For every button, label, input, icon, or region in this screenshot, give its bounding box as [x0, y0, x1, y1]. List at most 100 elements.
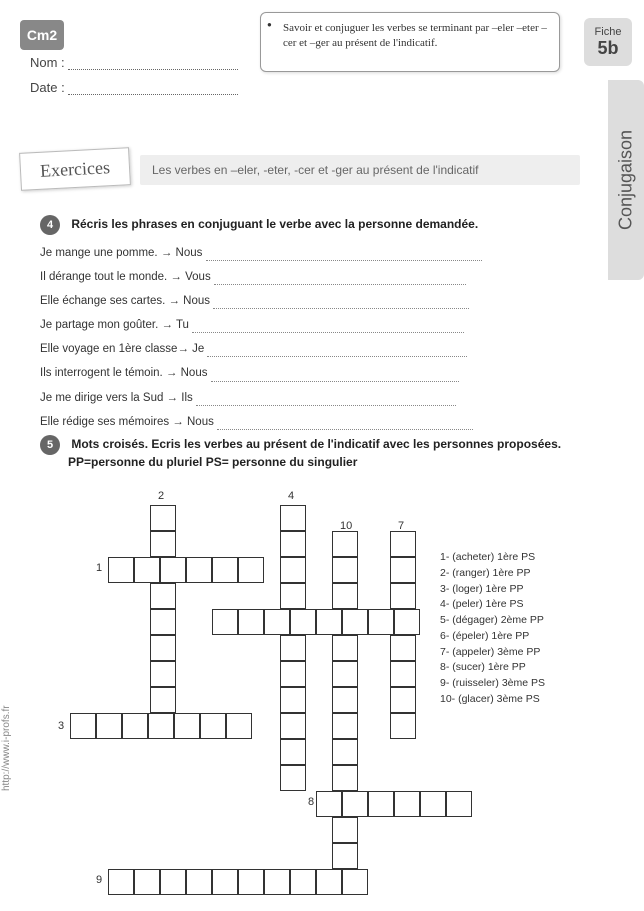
crossword-cell[interactable]	[280, 505, 306, 531]
crossword-cell[interactable]	[160, 869, 186, 895]
crossword-cell[interactable]	[280, 635, 306, 661]
crossword-cell[interactable]	[122, 713, 148, 739]
grade-badge: Cm2	[20, 20, 64, 50]
crossword-cell[interactable]	[280, 687, 306, 713]
crossword-cell[interactable]	[150, 531, 176, 557]
crossword-cell[interactable]	[108, 557, 134, 583]
crossword-cell[interactable]	[280, 557, 306, 583]
crossword-cell[interactable]	[332, 635, 358, 661]
crossword-cell[interactable]	[238, 609, 264, 635]
crossword-cell[interactable]	[394, 609, 420, 635]
ex4-blank[interactable]	[196, 395, 456, 406]
ex4-blank[interactable]	[211, 371, 459, 382]
date-blank[interactable]	[68, 83, 238, 95]
crossword-cell[interactable]	[150, 609, 176, 635]
ex4-line: Elle rédige ses mémoires → Nous	[40, 414, 590, 430]
crossword-cell[interactable]	[280, 661, 306, 687]
crossword-cell[interactable]	[390, 583, 416, 609]
ex4-prompt: Elle rédige ses mémoires → Nous	[40, 416, 217, 428]
crossword-cell[interactable]	[186, 557, 212, 583]
crossword-cell[interactable]	[332, 687, 358, 713]
crossword-number: 1	[96, 562, 102, 574]
crossword-cell[interactable]	[332, 661, 358, 687]
crossword-cell[interactable]	[150, 505, 176, 531]
crossword-cell[interactable]	[368, 791, 394, 817]
crossword-cell[interactable]	[332, 531, 358, 557]
crossword-cell[interactable]	[368, 609, 394, 635]
crossword-cell[interactable]	[150, 661, 176, 687]
clue-item: 5- (dégager) 2ème PP	[440, 613, 545, 629]
crossword-cell[interactable]	[332, 557, 358, 583]
crossword-cell[interactable]	[150, 635, 176, 661]
crossword-cell[interactable]	[264, 609, 290, 635]
crossword-cell[interactable]	[174, 713, 200, 739]
crossword-cell[interactable]	[332, 817, 358, 843]
crossword-cell[interactable]	[390, 635, 416, 661]
crossword-cell[interactable]	[96, 713, 122, 739]
ex4-blank[interactable]	[206, 250, 482, 261]
crossword-cell[interactable]	[160, 557, 186, 583]
crossword-cell[interactable]	[280, 713, 306, 739]
ex4-blank[interactable]	[207, 346, 467, 357]
crossword-cell[interactable]	[332, 765, 358, 791]
ex5-heading: 5 Mots croisés. Ecris les verbes au prés…	[40, 435, 610, 471]
ex4-blank[interactable]	[192, 322, 464, 333]
crossword-cell[interactable]	[134, 557, 160, 583]
clue-item: 2- (ranger) 1ère PP	[440, 566, 545, 582]
crossword-cell[interactable]	[186, 869, 212, 895]
crossword-cell[interactable]	[280, 765, 306, 791]
crossword-number: 9	[96, 874, 102, 886]
ex4-blank[interactable]	[213, 298, 469, 309]
crossword-cell[interactable]	[332, 583, 358, 609]
crossword-cell[interactable]	[390, 661, 416, 687]
crossword-cell[interactable]	[212, 609, 238, 635]
crossword-cell[interactable]	[394, 791, 420, 817]
name-blank[interactable]	[68, 58, 238, 70]
ex4-line: Il dérange tout le monde. → Vous	[40, 269, 590, 285]
crossword-cell[interactable]	[332, 739, 358, 765]
ex4-number: 4	[40, 215, 60, 235]
crossword-cell[interactable]	[390, 687, 416, 713]
crossword-cell[interactable]	[316, 869, 342, 895]
crossword-cell[interactable]	[316, 609, 342, 635]
crossword-cell[interactable]	[150, 583, 176, 609]
crossword-cell[interactable]	[420, 791, 446, 817]
crossword-cell[interactable]	[342, 791, 368, 817]
crossword-cell[interactable]	[290, 869, 316, 895]
crossword-cell[interactable]	[226, 713, 252, 739]
crossword-cell[interactable]	[264, 869, 290, 895]
crossword-cell[interactable]	[446, 791, 472, 817]
crossword-number: 3	[58, 720, 64, 732]
crossword-cell[interactable]	[290, 609, 316, 635]
crossword-cell[interactable]	[280, 531, 306, 557]
ex4-line: Je me dirige vers la Sud → Ils	[40, 390, 590, 406]
crossword-cell[interactable]	[212, 869, 238, 895]
crossword-cell[interactable]	[238, 869, 264, 895]
crossword-cell[interactable]	[316, 791, 342, 817]
crossword-cell[interactable]	[342, 609, 368, 635]
crossword-cell[interactable]	[212, 557, 238, 583]
ex4-blank[interactable]	[217, 419, 473, 430]
crossword-cell[interactable]	[390, 531, 416, 557]
fiche-badge: Fiche 5b	[584, 18, 632, 66]
clue-item: 10- (glacer) 3ème PS	[440, 692, 545, 708]
crossword-cell[interactable]	[150, 687, 176, 713]
crossword-cell[interactable]	[108, 869, 134, 895]
ex4-blank[interactable]	[214, 274, 466, 285]
clue-item: 4- (peler) 1ère PS	[440, 597, 545, 613]
crossword-number: 4	[288, 490, 294, 502]
crossword-cell[interactable]	[342, 869, 368, 895]
crossword-cell[interactable]	[134, 869, 160, 895]
crossword-cell[interactable]	[280, 583, 306, 609]
crossword-cell[interactable]	[70, 713, 96, 739]
crossword-cell[interactable]	[390, 557, 416, 583]
crossword-cell[interactable]	[148, 713, 174, 739]
crossword-cell[interactable]	[390, 713, 416, 739]
ex5-number: 5	[40, 435, 60, 455]
crossword-cell[interactable]	[332, 843, 358, 869]
ex4-line: Ils interrogent le témoin. → Nous	[40, 365, 590, 381]
crossword-cell[interactable]	[238, 557, 264, 583]
crossword-cell[interactable]	[332, 713, 358, 739]
crossword-cell[interactable]	[200, 713, 226, 739]
crossword-cell[interactable]	[280, 739, 306, 765]
